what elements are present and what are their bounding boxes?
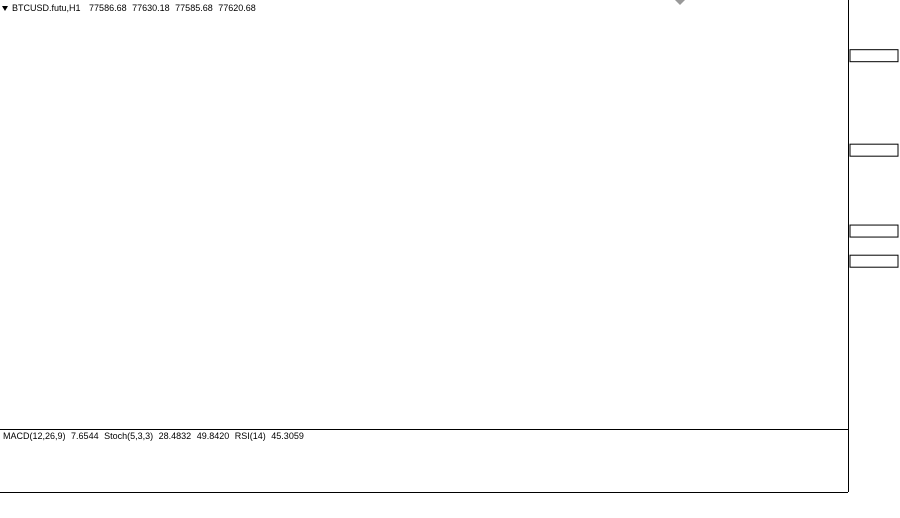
symbol-title: BTCUSD.futu,H1 [12,3,81,13]
indicator-header: MACD(12,26,9) 7.6544 Stoch(5,3,3) 28.483… [3,431,304,441]
stoch-signal-current: 49.8420 [197,431,230,441]
macd-current: 7.6544 [71,431,99,441]
stoch-main-current: 28.4832 [159,431,192,441]
rsi-current: 45.3059 [271,431,304,441]
open-value: 77586.68 [89,3,127,13]
current-price-tag [849,143,899,157]
level-tag [849,254,899,268]
chart-header: BTCUSD.futu,H1 77586.68 77630.18 77585.6… [12,3,256,13]
level-tag [849,49,899,63]
macd-name: MACD(12,26,9) [3,431,66,441]
low-value: 77585.68 [175,3,213,13]
menu-arrow[interactable] [2,6,8,11]
shift-marker [675,0,685,5]
level-tag [849,224,899,238]
text-layer: BTCUSD.futu,H1 77586.68 77630.18 77585.6… [2,3,899,441]
rsi-name: RSI(14) [235,431,266,441]
close-value: 77620.68 [218,3,256,13]
stoch-name: Stoch(5,3,3) [104,431,153,441]
high-value: 77630.18 [132,3,170,13]
